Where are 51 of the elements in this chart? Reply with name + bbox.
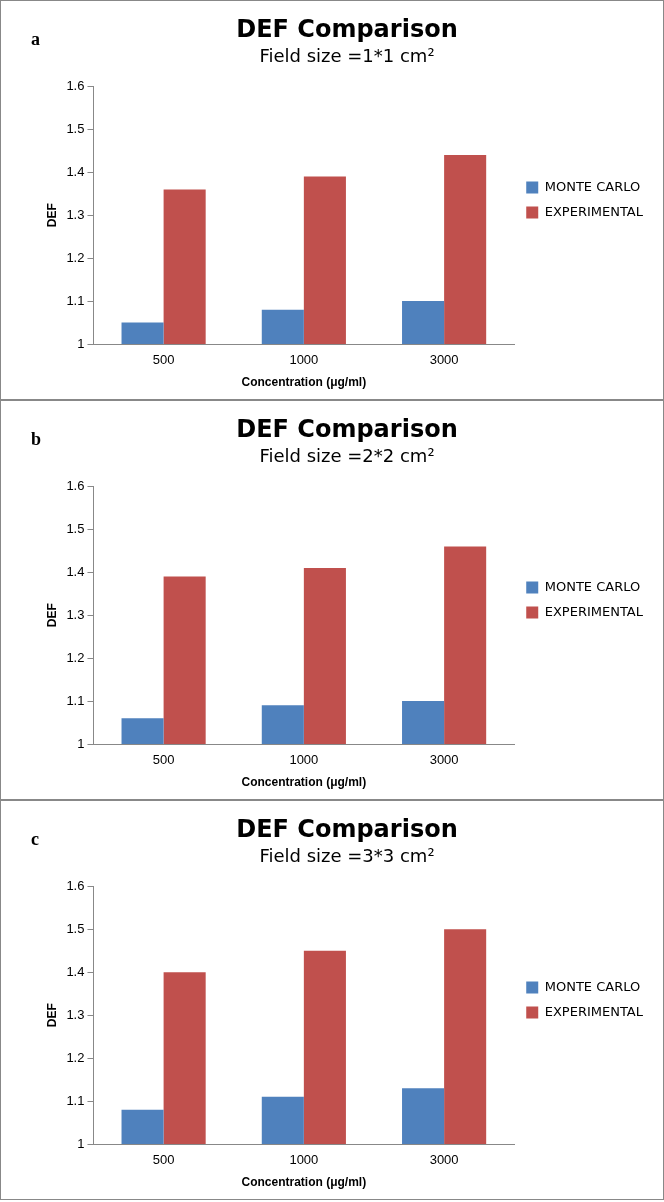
y-tick-label: 1.6 <box>66 77 85 93</box>
x-tick-label: 3000 <box>429 1152 459 1168</box>
y-axis-title: DEF <box>44 603 59 628</box>
legend-label: MONTE CARLO <box>544 578 641 594</box>
y-tick-label: 1.1 <box>66 292 85 308</box>
x-tick-label: 500 <box>152 352 175 368</box>
y-tick-label: 1.1 <box>66 692 85 708</box>
y-tick-label: 1.6 <box>66 877 85 893</box>
y-tick-label: 1 <box>77 735 85 751</box>
y-tick-label: 1 <box>77 335 85 351</box>
y-axis-title: DEF <box>44 1003 59 1028</box>
legend-label: EXPERIMENTAL <box>544 1003 644 1019</box>
legend-label: EXPERIMENTAL <box>544 203 644 219</box>
y-tick-label: 1.5 <box>66 120 85 136</box>
y-tick-label: 1.3 <box>66 206 85 222</box>
text: c <box>31 828 39 849</box>
y-tick-label: 1.4 <box>66 963 85 979</box>
x-tick-label: 500 <box>152 752 175 768</box>
y-tick-label: 1.4 <box>66 163 85 179</box>
y-axis-title: DEF <box>44 203 59 228</box>
x-axis-title: Concentration (μg/ml) <box>241 375 367 390</box>
x-tick-label: 1000 <box>289 352 319 368</box>
y-tick-label: 1.2 <box>66 249 85 265</box>
chart-subtitle: Field size =1*1 cm² <box>259 45 435 67</box>
y-tick-label: 1.3 <box>66 606 85 622</box>
x-axis-title: Concentration (μg/ml) <box>241 775 367 790</box>
chart-title: DEF Comparison <box>236 814 458 843</box>
x-axis-title: Concentration (μg/ml) <box>241 1175 367 1190</box>
chart-title: DEF Comparison <box>236 14 458 43</box>
legend-label: MONTE CARLO <box>544 978 641 994</box>
y-tick-label: 1.1 <box>66 1092 85 1108</box>
x-tick-label: 3000 <box>429 352 459 368</box>
y-tick-label: 1.6 <box>66 477 85 493</box>
y-tick-label: 1.3 <box>66 1006 85 1022</box>
y-tick-label: 1.5 <box>66 920 85 936</box>
x-tick-label: 3000 <box>429 752 459 768</box>
chart-subtitle: Field size =2*2 cm² <box>259 445 435 467</box>
x-tick-label: 1000 <box>289 752 319 768</box>
legend-label: EXPERIMENTAL <box>544 603 644 619</box>
y-tick-label: 1 <box>77 1135 85 1151</box>
x-tick-label: 500 <box>152 1152 175 1168</box>
text: b <box>31 428 42 449</box>
x-tick-label: 1000 <box>289 1152 319 1168</box>
y-tick-label: 1.2 <box>66 1049 85 1065</box>
chart-subtitle: Field size =3*3 cm² <box>259 845 435 867</box>
legend-label: MONTE CARLO <box>544 178 641 194</box>
text: a <box>31 28 40 49</box>
y-tick-label: 1.4 <box>66 563 85 579</box>
y-tick-label: 1.2 <box>66 649 85 665</box>
chart-title: DEF Comparison <box>236 414 458 443</box>
y-tick-label: 1.5 <box>66 520 85 536</box>
